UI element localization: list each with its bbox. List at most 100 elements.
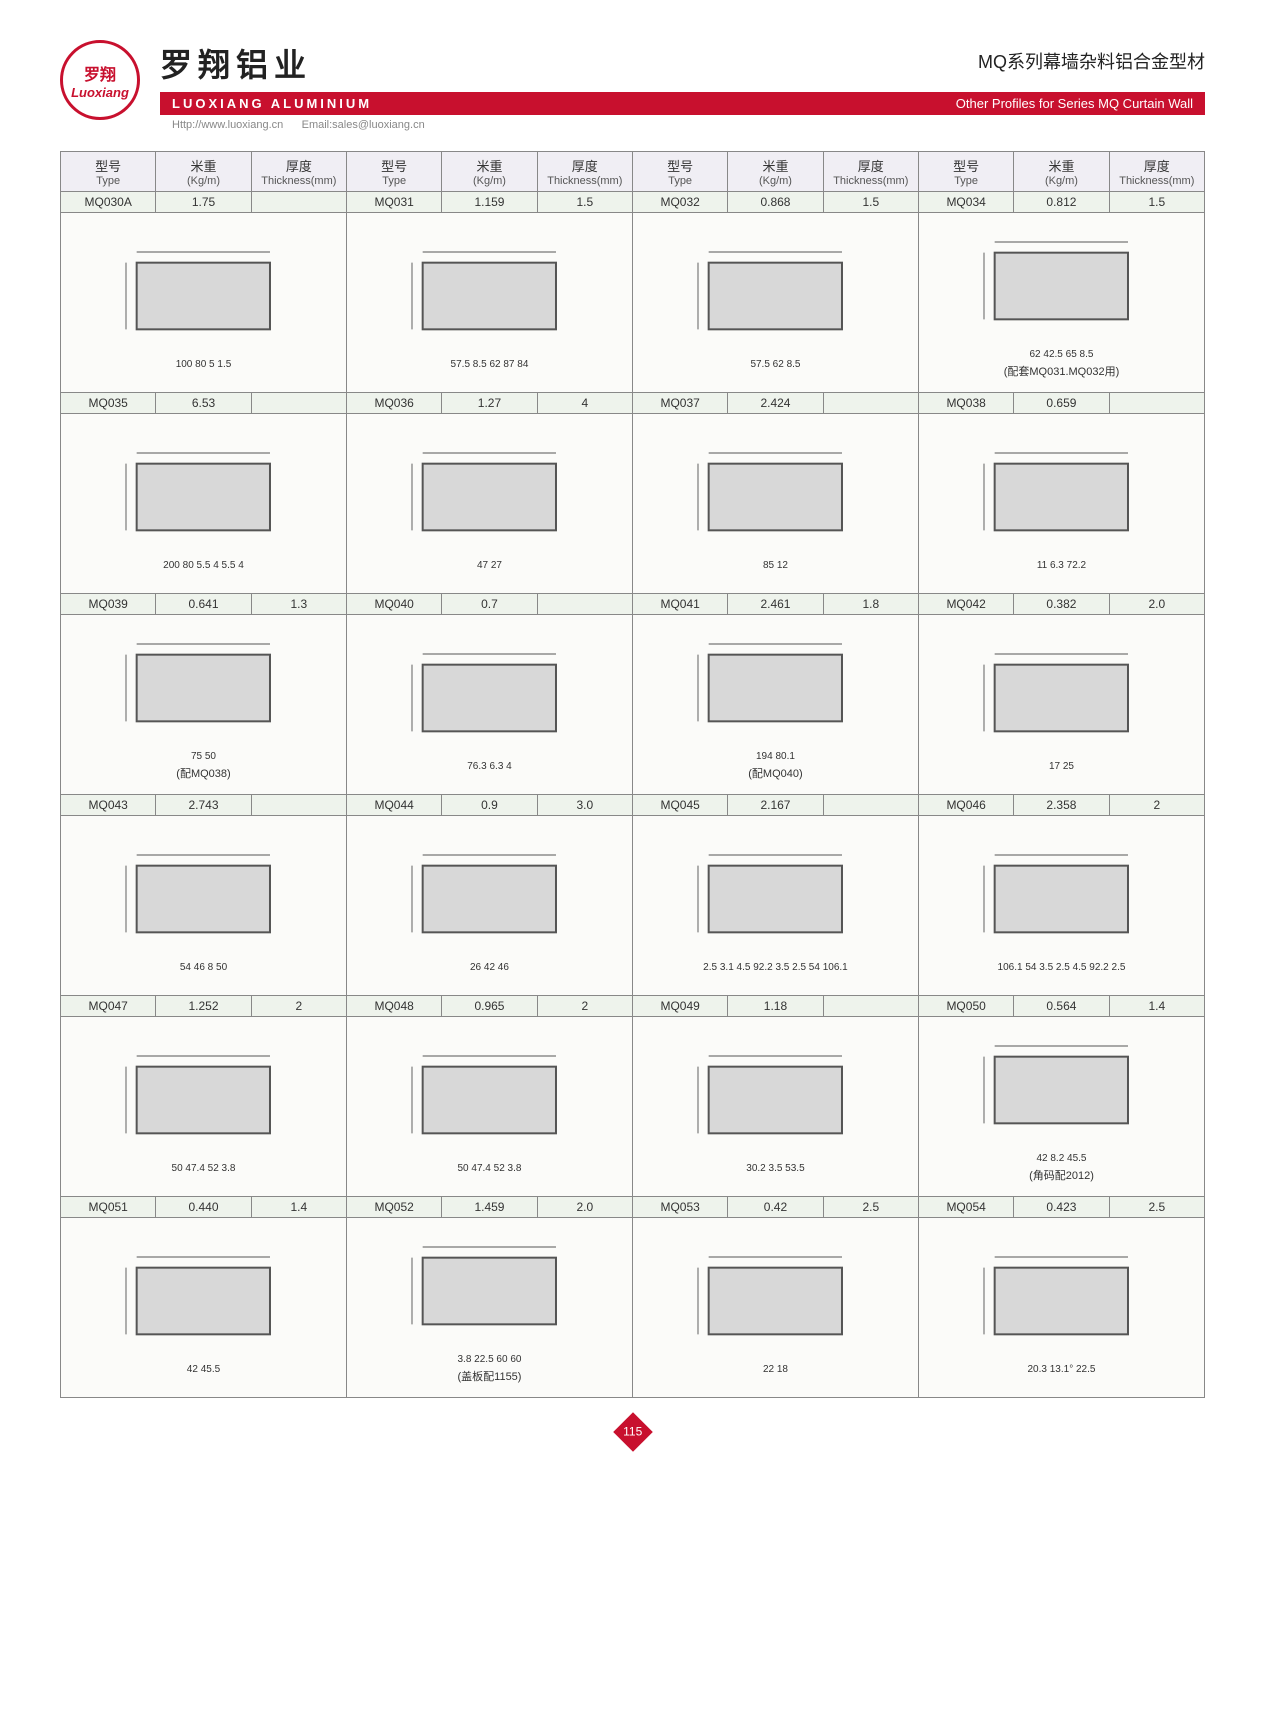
- spec-cell-thk: 2: [251, 996, 346, 1017]
- spec-cell-type: MQ043: [61, 795, 156, 816]
- spec-cell-thk: 3.0: [537, 795, 632, 816]
- spec-cell-kgm: 1.459: [442, 1197, 537, 1218]
- col-thk: 厚度Thickness(mm): [1109, 152, 1204, 192]
- spec-cell-kgm: 1.159: [442, 192, 537, 213]
- spec-cell-type: MQ034: [918, 192, 1013, 213]
- spec-cell-kgm: 1.27: [442, 393, 537, 414]
- drawing-cell: 75 50 (配MQ038): [61, 615, 347, 795]
- profile-drawing: 54 46 8 50: [67, 822, 340, 989]
- website-url: Http://www.luoxiang.cn: [172, 119, 283, 131]
- spec-cell-thk: 1.5: [537, 192, 632, 213]
- col-type: 型号Type: [918, 152, 1013, 192]
- spec-cell-thk: [251, 393, 346, 414]
- logo-text-en: Luoxiang: [71, 85, 129, 100]
- drawing-cell: 20.3 13.1° 22.5: [918, 1218, 1204, 1398]
- drawing-note: (配MQ038): [176, 765, 230, 781]
- spec-cell-thk: 1.3: [251, 594, 346, 615]
- profile-drawing: 75 50 (配MQ038): [67, 621, 340, 788]
- spec-cell-thk: [823, 996, 918, 1017]
- spec-cell-thk: [251, 192, 346, 213]
- col-thk: 厚度Thickness(mm): [251, 152, 346, 192]
- logo-text-cn: 罗翔: [84, 61, 116, 85]
- drawing-cell: 30.2 3.5 53.5: [632, 1017, 918, 1197]
- profile-catalog-table: 型号Type 米重(Kg/m) 厚度Thickness(mm) 型号Type 米…: [60, 151, 1205, 1398]
- dimension-labels: 17 25: [1049, 761, 1074, 772]
- table-header-row: 型号Type 米重(Kg/m) 厚度Thickness(mm) 型号Type 米…: [61, 152, 1205, 192]
- spec-cell-type: MQ035: [61, 393, 156, 414]
- page-number: 115: [60, 1418, 1205, 1446]
- spec-cell-type: MQ038: [918, 393, 1013, 414]
- spec-row: MQ0356.53MQ0361.274MQ0372.424MQ0380.659: [61, 393, 1205, 414]
- drawing-row: 100 80 5 1.5 57.5 8.5 62 87 84 57.5 62 8.5…: [61, 213, 1205, 393]
- dimension-labels: 42 45.5: [187, 1364, 220, 1375]
- drawing-row: 42 45.5 3.8 22.5 60 60(盖板配1155) 22 18 20.3 …: [61, 1218, 1205, 1398]
- drawing-cell: 42 8.2 45.5 (角码配2012): [918, 1017, 1204, 1197]
- dimension-labels: 47 27: [477, 560, 502, 571]
- spec-cell-kgm: 0.382: [1014, 594, 1109, 615]
- col-kgm: 米重(Kg/m): [442, 152, 537, 192]
- spec-cell-thk: [251, 795, 346, 816]
- col-type: 型号Type: [346, 152, 441, 192]
- dimension-labels: 200 80 5.5 4 5.5 4: [163, 560, 244, 571]
- profile-drawing: 76.3 6.3 4: [353, 621, 626, 788]
- drawing-cell: 50 47.4 52 3.8: [61, 1017, 347, 1197]
- drawing-cell: 2.5 3.1 4.5 92.2 3.5 2.5 54 106.1: [632, 816, 918, 996]
- spec-cell-kgm: 0.9: [442, 795, 537, 816]
- drawing-cell: 3.8 22.5 60 60(盖板配1155): [346, 1218, 632, 1398]
- spec-cell-kgm: 1.75: [156, 192, 251, 213]
- spec-cell-type: MQ031: [346, 192, 441, 213]
- dimension-labels: 26 42 46: [470, 962, 509, 973]
- drawing-row: 75 50(配MQ038)76.3 6.3 4194 80.1(配MQ040)1…: [61, 615, 1205, 795]
- dimension-labels: 42 8.2 45.5: [1036, 1153, 1086, 1164]
- brand-logo: 罗翔 Luoxiang: [60, 40, 140, 120]
- dimension-labels: 57.5 8.5 62 87 84: [451, 359, 529, 370]
- profile-drawing: 57.5 62 8.5: [639, 219, 912, 386]
- drawing-cell: 200 80 5.5 4 5.5 4: [61, 414, 347, 594]
- profile-drawing: 200 80 5.5 4 5.5 4: [67, 420, 340, 587]
- spec-cell-type: MQ053: [632, 1197, 727, 1218]
- series-title-cn: MQ系列幕墙杂料铝合金型材: [978, 48, 1205, 74]
- col-kgm: 米重(Kg/m): [156, 152, 251, 192]
- spec-cell-kgm: 0.564: [1014, 996, 1109, 1017]
- spec-cell-kgm: 2.358: [1014, 795, 1109, 816]
- spec-cell-type: MQ040: [346, 594, 441, 615]
- spec-cell-kgm: 1.18: [728, 996, 823, 1017]
- spec-cell-type: MQ030A: [61, 192, 156, 213]
- dimension-labels: 22 18: [763, 1364, 788, 1375]
- drawing-cell: 22 18: [632, 1218, 918, 1398]
- dimension-labels: 50 47.4 52 3.8: [458, 1163, 522, 1174]
- dimension-labels: 100 80 5 1.5: [176, 359, 232, 370]
- drawing-note: (角码配2012): [1029, 1167, 1094, 1183]
- drawing-note: (配套MQ031.MQ032用): [1004, 363, 1120, 379]
- profile-drawing: 47 27: [353, 420, 626, 587]
- spec-cell-type: MQ054: [918, 1197, 1013, 1218]
- spec-cell-thk: 2.5: [823, 1197, 918, 1218]
- spec-cell-type: MQ042: [918, 594, 1013, 615]
- dimension-labels: 20.3 13.1° 22.5: [1028, 1364, 1096, 1375]
- drawing-note: (盖板配1155): [457, 1368, 521, 1384]
- email-address: Email:sales@luoxiang.cn: [302, 119, 425, 131]
- spec-cell-thk: 2: [537, 996, 632, 1017]
- spec-cell-thk: [823, 795, 918, 816]
- spec-cell-type: MQ052: [346, 1197, 441, 1218]
- spec-cell-thk: 1.4: [1109, 996, 1204, 1017]
- spec-cell-thk: 2.0: [537, 1197, 632, 1218]
- spec-cell-type: MQ036: [346, 393, 441, 414]
- dimension-labels: 75 50: [191, 751, 216, 762]
- spec-cell-kgm: 0.42: [728, 1197, 823, 1218]
- drawing-cell: 85 12: [632, 414, 918, 594]
- profile-drawing: 106.1 54 3.5 2.5 4.5 92.2 2.5: [925, 822, 1198, 989]
- spec-cell-type: MQ039: [61, 594, 156, 615]
- drawing-row: 200 80 5.5 4 5.5 447 2785 1211 6.3 72.2: [61, 414, 1205, 594]
- contact-line: Http://www.luoxiang.cn Email:sales@luoxi…: [160, 119, 1205, 131]
- dimension-labels: 76.3 6.3 4: [467, 761, 511, 772]
- dimension-labels: 2.5 3.1 4.5 92.2 3.5 2.5 54 106.1: [703, 962, 848, 973]
- spec-cell-kgm: 0.7: [442, 594, 537, 615]
- spec-cell-kgm: 2.743: [156, 795, 251, 816]
- profile-drawing: 42 45.5: [67, 1224, 340, 1391]
- profile-drawing: 50 47.4 52 3.8: [67, 1023, 340, 1190]
- drawing-note: (配MQ040): [748, 765, 802, 781]
- profile-drawing: 85 12: [639, 420, 912, 587]
- spec-row: MQ0510.4401.4MQ0521.4592.0MQ0530.422.5MQ…: [61, 1197, 1205, 1218]
- spec-cell-kgm: 2.461: [728, 594, 823, 615]
